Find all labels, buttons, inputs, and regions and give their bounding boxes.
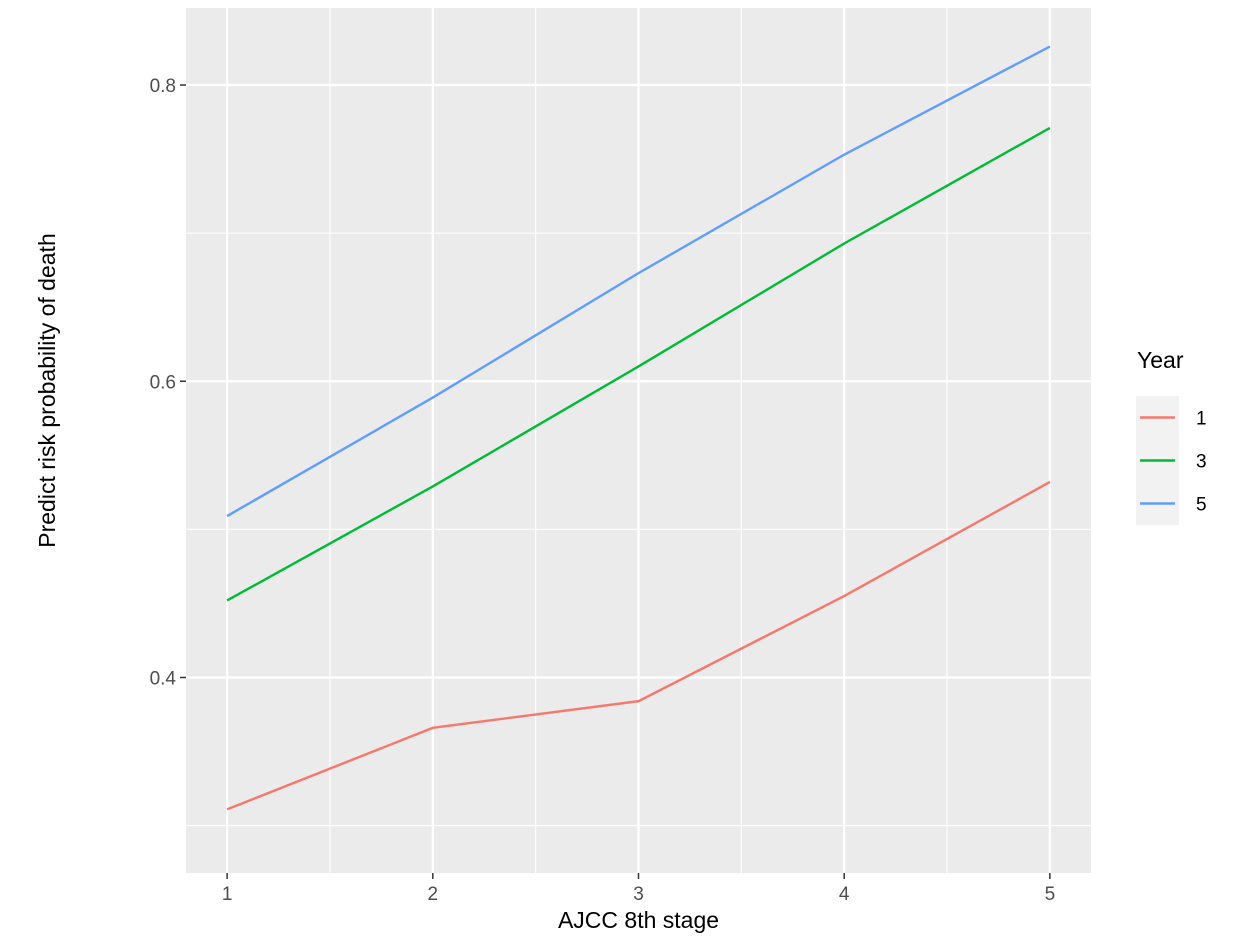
- x-axis: 1 2 3 4 5: [222, 873, 1055, 905]
- series-line-year-3: [226, 126, 1051, 602]
- x-tick-label: 2: [428, 884, 439, 905]
- legend-label: 3: [1196, 452, 1207, 473]
- legend-label: 5: [1196, 495, 1207, 516]
- y-axis: 0.4 0.6 0.8: [150, 76, 186, 689]
- x-tick-label: 5: [1045, 884, 1056, 905]
- y-tick-label: 0.6: [150, 372, 176, 393]
- x-tick-label: 4: [839, 884, 850, 905]
- series-lines: [226, 45, 1051, 811]
- legend: Year 1 3 5: [1136, 347, 1207, 525]
- legend-label: 1: [1196, 409, 1207, 430]
- y-tick-label: 0.8: [150, 76, 176, 97]
- major-gridlines: [186, 8, 1091, 873]
- x-tick-label: 3: [633, 884, 644, 905]
- legend-items: 1 3 5: [1136, 396, 1207, 525]
- x-tick-label: 1: [222, 884, 233, 905]
- series-line-year-1: [226, 480, 1051, 811]
- y-tick-label: 0.4: [150, 668, 177, 689]
- x-axis-title: AJCC 8th stage: [558, 907, 719, 933]
- y-axis-title: Predict risk probability of death: [34, 233, 60, 548]
- series-line-year-5: [226, 45, 1051, 518]
- legend-title: Year: [1137, 347, 1184, 373]
